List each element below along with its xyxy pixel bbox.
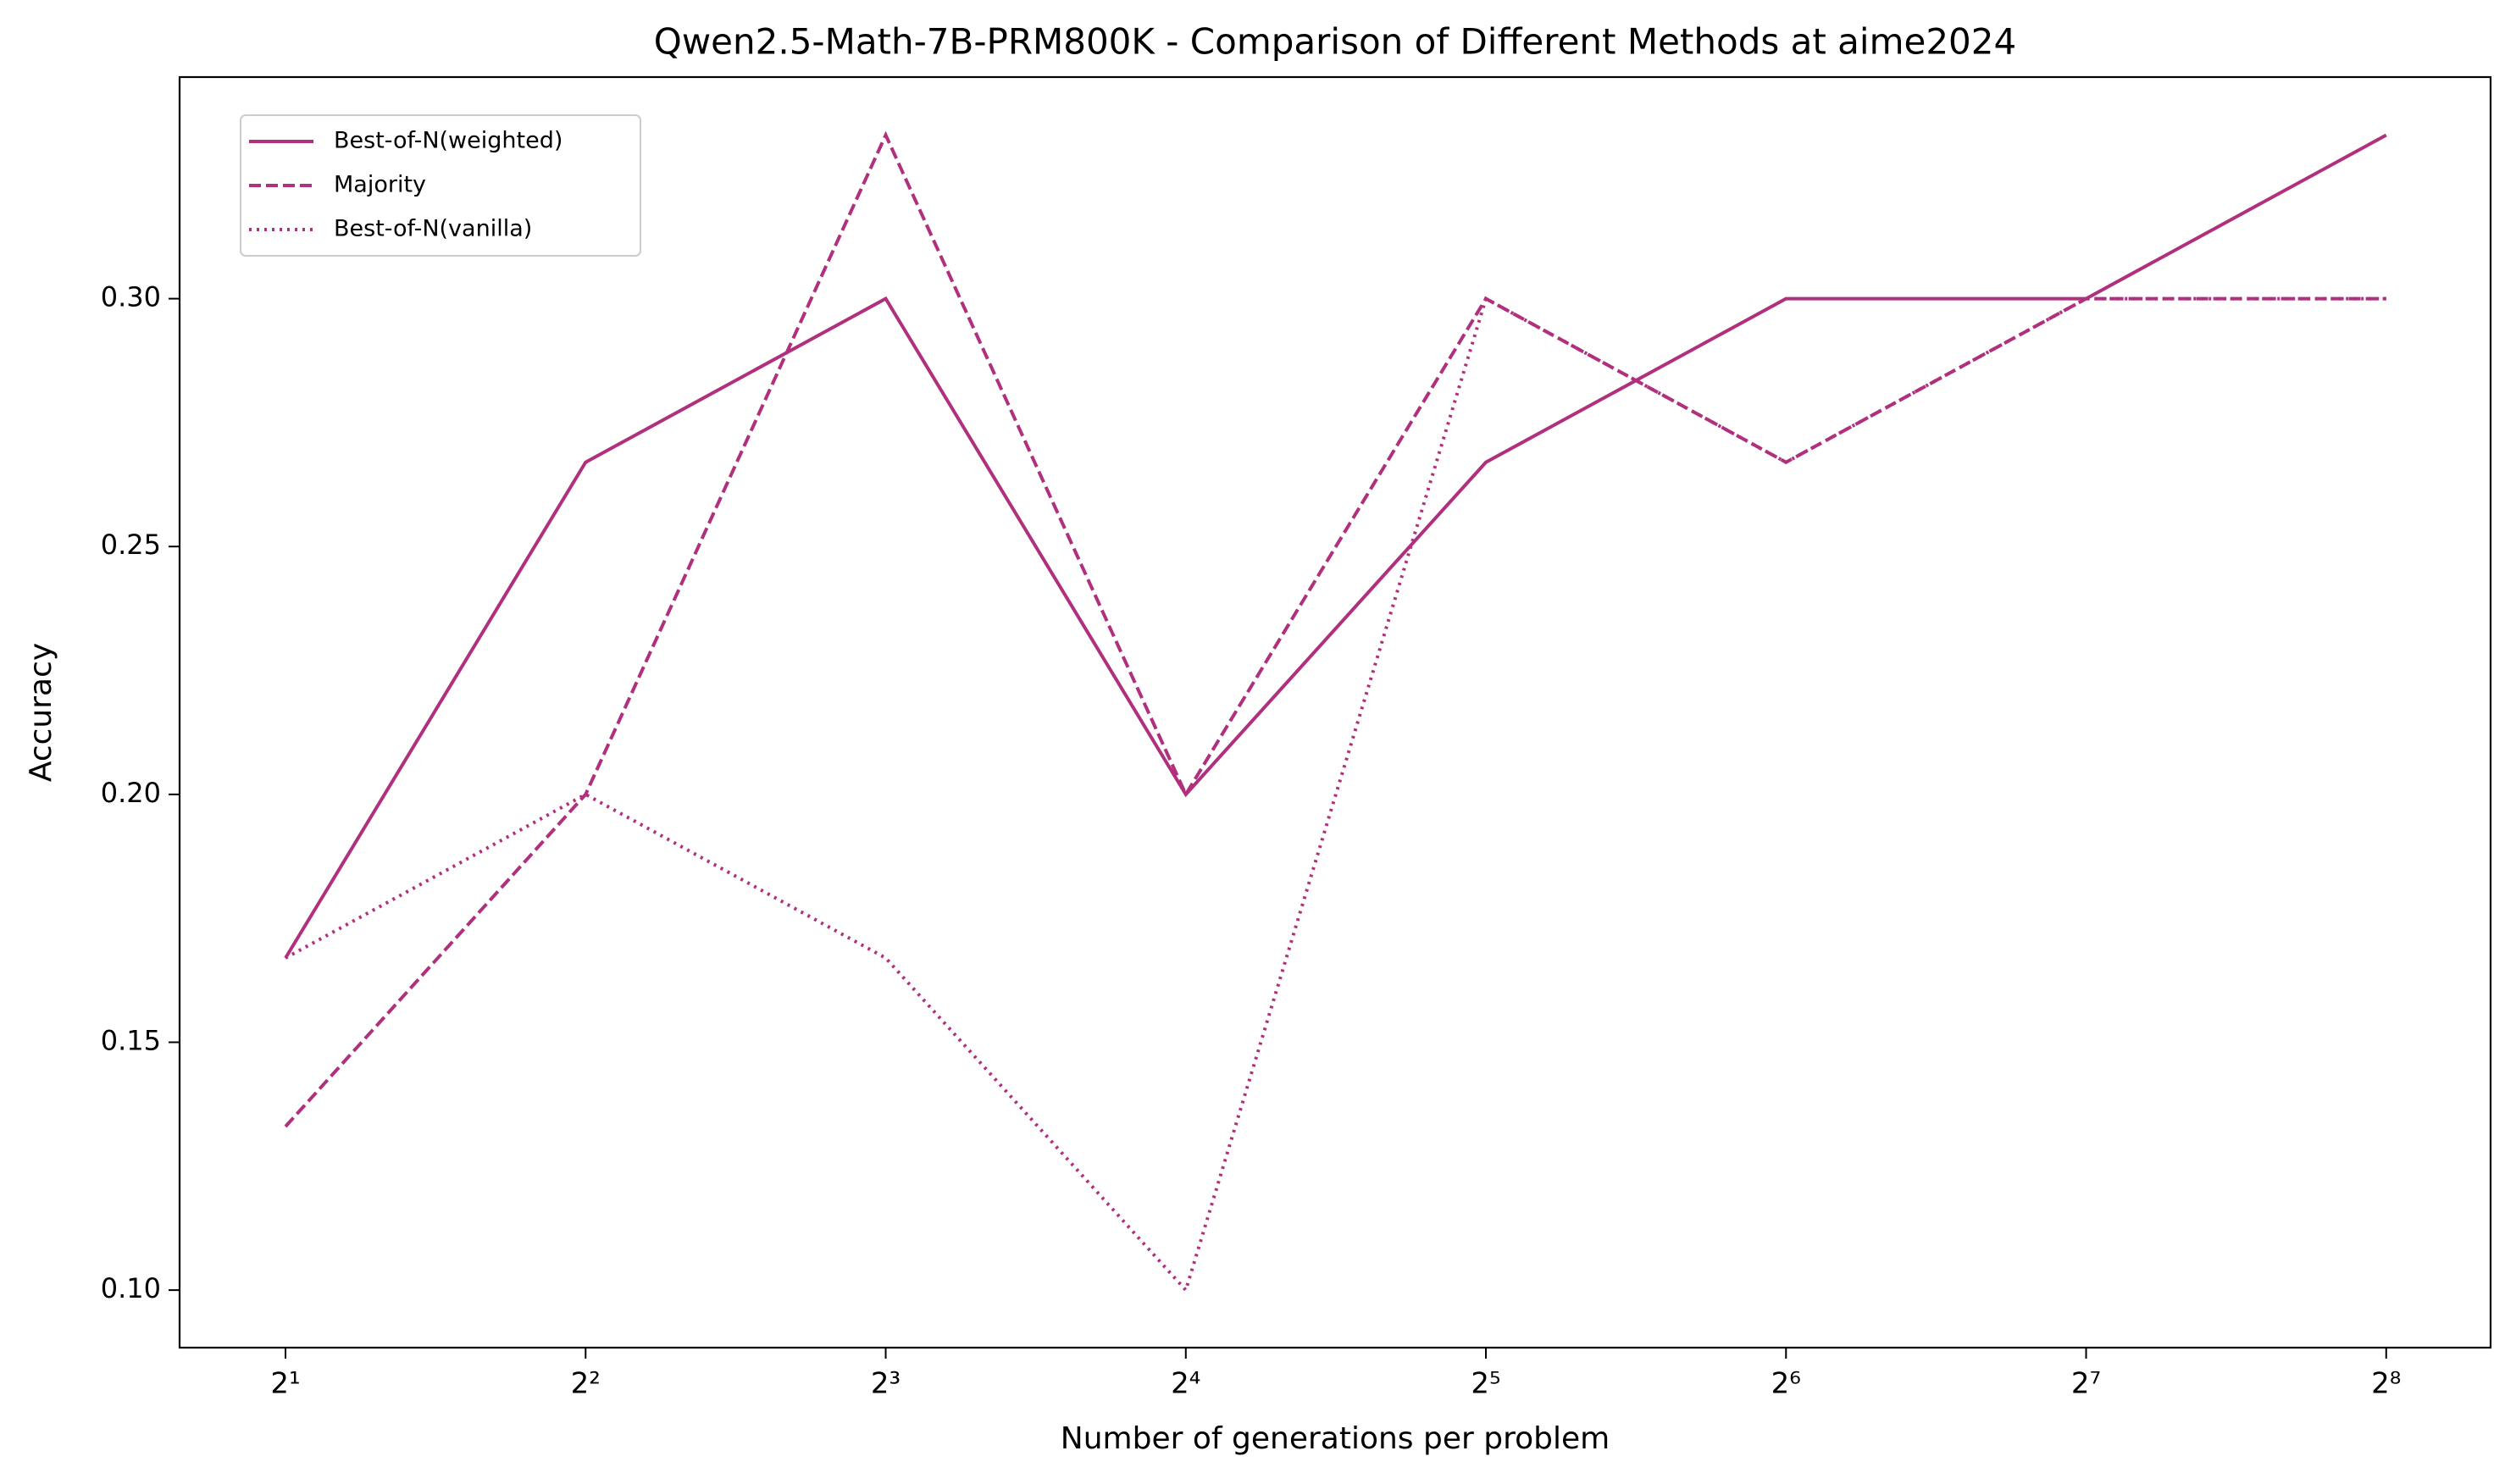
y-tick-label: 0.15 — [101, 1024, 161, 1056]
x-tick-label: 2³ — [871, 1367, 901, 1401]
legend-label: Majority — [334, 172, 426, 198]
x-tick-label: 2⁶ — [1771, 1367, 1801, 1401]
x-tick-label: 2⁸ — [2371, 1367, 2401, 1401]
series-line — [284, 130, 2386, 1128]
legend-label: Best-of-N(vanilla) — [334, 216, 532, 242]
y-tick-label: 0.20 — [101, 777, 161, 809]
x-axis-label: Number of generations per problem — [1061, 1421, 1610, 1456]
y-tick-label: 0.10 — [101, 1272, 161, 1304]
x-tick-label: 2⁴ — [1171, 1367, 1200, 1401]
x-tick-label: 2¹ — [270, 1367, 300, 1401]
x-tick-label: 2² — [571, 1367, 601, 1401]
chart-title: Qwen2.5-Math-7B-PRM800K - Comparison of … — [654, 21, 2016, 63]
legend-box — [240, 114, 641, 257]
series-line — [285, 296, 2386, 1294]
legend: Best-of-N(weighted) Majority Best-of-N(van… — [240, 114, 641, 257]
legend-label: Best-of-N(weighted) — [334, 128, 562, 154]
series-line — [284, 133, 2387, 960]
x-tick-label: 2⁷ — [2071, 1367, 2101, 1401]
y-tick-label: 0.25 — [101, 529, 161, 561]
y-tick-label: 0.30 — [101, 281, 161, 313]
plot-frame — [178, 75, 2492, 1349]
x-tick-label: 2⁵ — [1471, 1367, 1500, 1401]
y-axis-label: Accuracy — [24, 643, 58, 782]
